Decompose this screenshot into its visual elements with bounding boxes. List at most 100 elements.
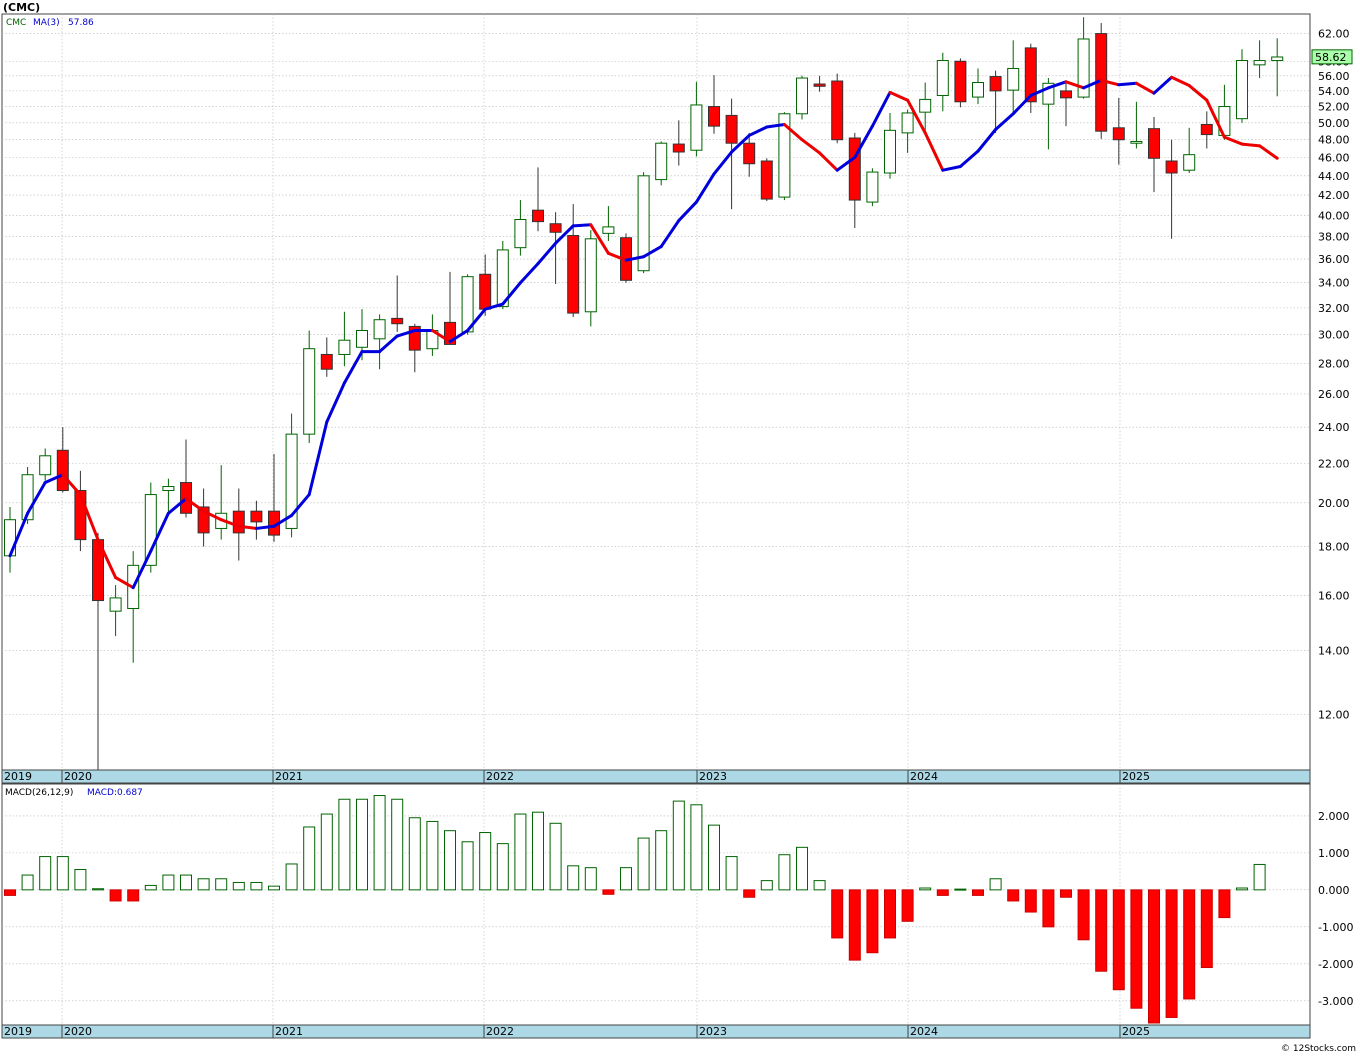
ma-segment-13 (219, 518, 241, 528)
candle-2024-06 (989, 70, 1002, 133)
price-legend: CMC MA(3) 57.86 (6, 18, 94, 28)
ma-segment-60 (1046, 80, 1068, 90)
ma-segment-63 (1099, 78, 1121, 87)
candle-2021-05 (338, 311, 351, 367)
ma-segment-14 (237, 524, 258, 530)
year-label-bottom-2021: 2021 (275, 1025, 303, 1038)
macd-bar-56 (989, 878, 1002, 891)
macd-bar-19 (338, 798, 351, 891)
macd-tick-1: 1.000 (1318, 847, 1350, 860)
ma-segment-36 (624, 255, 646, 262)
candle-2022-05 (549, 212, 562, 284)
ma-segment-15 (254, 524, 276, 530)
ma-segment-69 (1205, 98, 1226, 139)
ma-segment-1 (8, 511, 30, 558)
macd-bar-61 (1077, 889, 1090, 941)
ma-segment-4 (61, 473, 82, 497)
candle-2024-09 (1042, 78, 1055, 150)
ma-segment-34 (589, 223, 610, 255)
price-tick-20: 52.00 (1318, 101, 1350, 114)
price-tick-1: 14.00 (1318, 645, 1350, 658)
ma-segment-46 (800, 138, 822, 155)
candle-2025-03 (1148, 117, 1160, 193)
time-bar-top (1, 769, 1311, 784)
macd-bar-68 (1200, 889, 1213, 969)
candle-2020-12 (250, 500, 263, 540)
legend-ma-value: 57.86 (68, 18, 94, 28)
macd-bar-1 (21, 874, 34, 891)
ma-segment-9 (149, 511, 170, 553)
legend-symbol: CMC (6, 18, 26, 28)
ma-segment-55 (958, 149, 980, 168)
macd-bar-69 (1218, 889, 1231, 919)
chart-title: (CMC) (3, 1, 40, 14)
price-tick-8: 28.00 (1318, 357, 1350, 370)
ma-segment-2 (26, 481, 47, 515)
macd-bar-42 (743, 889, 756, 898)
candle-2022-07 (584, 230, 597, 327)
macd-bar-47 (831, 889, 844, 939)
macd-legend-label: MACD(26,12,9) (5, 788, 73, 798)
year-label-bottom-2022: 2022 (486, 1025, 514, 1038)
ma-segment-26 (448, 329, 470, 344)
price-tick-2: 16.00 (1318, 589, 1350, 602)
ma-segment-33 (571, 223, 593, 228)
macd-bar-4 (74, 869, 87, 891)
ma-segment-51 (888, 90, 910, 102)
ma-segment-8 (131, 549, 153, 590)
macd-bar-53 (936, 889, 949, 896)
macd-bar-0 (4, 889, 16, 896)
candle-2021-07 (373, 314, 386, 370)
macd-bar-3 (56, 856, 69, 891)
candle-2022-11 (655, 141, 668, 186)
macd-bar-22 (391, 798, 404, 891)
ma-segment-7 (114, 576, 135, 590)
ma-segment-59 (1029, 86, 1050, 98)
macd-bar-27 (479, 832, 492, 891)
ma-segment-39 (677, 200, 698, 223)
candle-2025-06 (1200, 111, 1213, 149)
macd-bar-55 (972, 889, 984, 896)
candle-2022-06 (567, 204, 580, 318)
price-tick-19: 50.00 (1318, 117, 1350, 130)
macd-bar-25 (444, 830, 456, 891)
candle-2023-06 (778, 112, 791, 201)
ma-segment-5 (78, 493, 100, 542)
macd-bar-46 (813, 880, 826, 891)
macd-bar-31 (549, 822, 562, 891)
candle-2021-11 (444, 271, 456, 345)
ma-segment-18 (307, 420, 329, 497)
ma-segment-40 (694, 172, 716, 204)
candle-2025-04 (1165, 139, 1178, 239)
ma-segment-56 (976, 127, 998, 153)
price-y-axis: 12.00 14.00 16.00 18.00 20.00 22.00 24.00 26.00… (1318, 28, 1350, 722)
ma-segment-38 (659, 219, 681, 249)
candle-2020-09 (197, 488, 210, 547)
macd-bar-39 (690, 804, 703, 891)
ma-segment-49 (853, 124, 874, 159)
macd-bar-17 (303, 826, 316, 891)
candle-2021-04 (320, 337, 333, 377)
macd-bar-43 (760, 880, 773, 891)
macd-bar-11 (197, 878, 210, 891)
candle-2024-01 (901, 109, 914, 153)
price-tick-18: 48.00 (1318, 134, 1350, 147)
price-tick-14: 40.00 (1318, 209, 1350, 222)
candle-2022-02 (496, 240, 509, 310)
ma-segment-61 (1064, 80, 1086, 90)
ma-segment-62 (1082, 78, 1103, 90)
ma-segment-54 (941, 164, 962, 172)
macd-bar-5 (92, 888, 104, 891)
price-tick-3: 18.00 (1318, 540, 1350, 553)
macd-bar-66 (1165, 889, 1178, 1018)
macd-bar-20 (356, 798, 368, 891)
macd-bar-58 (1024, 889, 1037, 913)
macd-bar-21 (373, 795, 386, 891)
price-tick-0: 12.00 (1318, 709, 1350, 722)
ma-segment-71 (1240, 142, 1262, 148)
candle-2023-02 (708, 75, 720, 134)
ma-segment-19 (325, 381, 346, 424)
ma-segment-35 (606, 251, 628, 262)
candle-2023-05 (760, 158, 773, 202)
